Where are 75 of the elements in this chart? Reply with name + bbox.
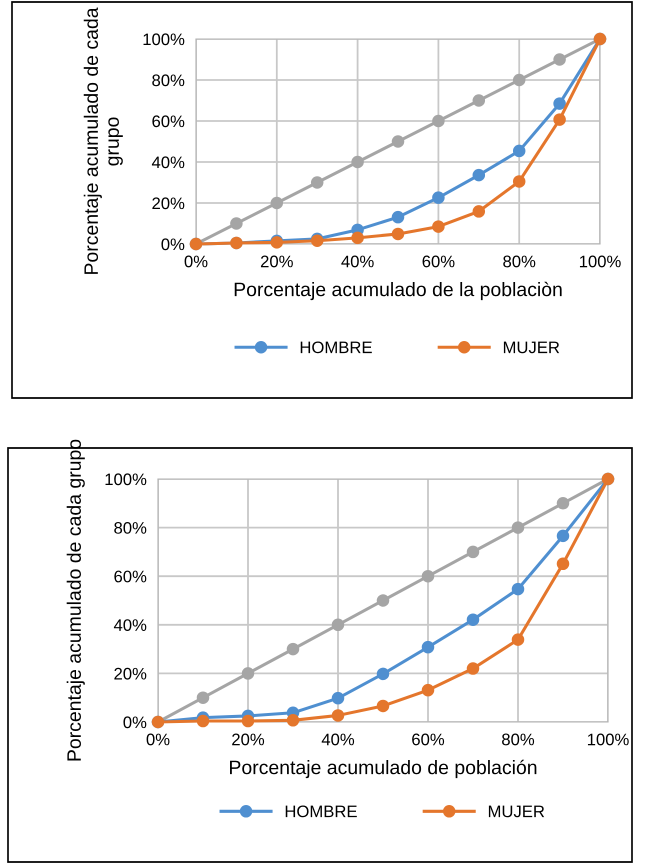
x-axis-title: Porcentaje acumulado de la poblaciòn bbox=[234, 282, 562, 300]
point bbox=[553, 113, 566, 126]
point bbox=[242, 714, 254, 728]
point bbox=[376, 594, 390, 607]
point bbox=[392, 210, 404, 224]
y-tick-label: 60% bbox=[152, 115, 184, 128]
point bbox=[332, 618, 344, 632]
y-tick-label: 100% bbox=[144, 33, 184, 46]
point bbox=[310, 176, 324, 189]
point bbox=[556, 530, 570, 542]
x-tick-label: 20% bbox=[232, 734, 264, 746]
point bbox=[556, 497, 570, 510]
point bbox=[512, 582, 524, 596]
x-tick-label: 100% bbox=[580, 256, 621, 268]
y-tick-label: 20% bbox=[114, 668, 146, 680]
y-tick-label: 20% bbox=[152, 197, 184, 210]
x-tick-label: 40% bbox=[322, 734, 354, 746]
point bbox=[351, 156, 364, 168]
x-tick-label: 40% bbox=[341, 256, 374, 268]
y-tick-label: 80% bbox=[152, 74, 184, 86]
point bbox=[432, 220, 445, 233]
y-tick-label: 40% bbox=[114, 619, 146, 632]
point bbox=[556, 558, 570, 570]
x-tick-label: 0% bbox=[184, 256, 208, 268]
point bbox=[466, 662, 480, 675]
x-axis-title: Porcentaje acumulado de población bbox=[230, 760, 536, 778]
point bbox=[512, 175, 526, 188]
point bbox=[376, 668, 390, 680]
legend-label: MUJER bbox=[488, 806, 544, 818]
point bbox=[422, 640, 434, 654]
y-axis-title: Porcentaje acumulado de cada grupo bbox=[84, 7, 123, 274]
point bbox=[332, 709, 344, 722]
point bbox=[376, 700, 390, 712]
point bbox=[472, 94, 486, 107]
legend-label: HOMBRE bbox=[286, 805, 357, 818]
y-tick-label: 100% bbox=[106, 473, 146, 486]
point bbox=[432, 191, 445, 204]
point bbox=[512, 74, 526, 86]
x-tick-label: 60% bbox=[412, 734, 444, 746]
x-tick-label: 80% bbox=[503, 256, 536, 268]
legend-label: HOMBRE bbox=[300, 341, 372, 354]
point bbox=[270, 196, 284, 210]
x-tick-label: 100% bbox=[588, 734, 629, 746]
point bbox=[512, 521, 524, 534]
point bbox=[196, 714, 210, 728]
point bbox=[472, 168, 486, 182]
x-tick-label: 20% bbox=[260, 256, 293, 268]
y-tick-label: 0% bbox=[161, 238, 184, 250]
point bbox=[512, 144, 526, 158]
y-tick-label: 80% bbox=[114, 522, 146, 534]
point bbox=[422, 684, 434, 696]
y-tick-label: 60% bbox=[114, 570, 146, 582]
point bbox=[351, 232, 364, 244]
point bbox=[332, 692, 344, 704]
y-tick-label: 40% bbox=[152, 156, 184, 168]
point bbox=[392, 135, 404, 148]
point bbox=[553, 53, 566, 66]
point bbox=[472, 205, 486, 218]
point bbox=[230, 217, 243, 230]
point bbox=[392, 228, 404, 240]
point bbox=[196, 691, 210, 704]
point bbox=[553, 97, 566, 110]
y-tick-label: 0% bbox=[123, 716, 146, 728]
point bbox=[286, 642, 300, 656]
x-tick-label: 60% bbox=[422, 256, 454, 268]
point bbox=[242, 667, 254, 680]
point bbox=[512, 633, 524, 646]
point bbox=[432, 114, 445, 128]
y-axis-title: Porcentaje acumulado de cada grupo bbox=[66, 440, 85, 760]
point bbox=[286, 714, 300, 727]
x-tick-label: 80% bbox=[502, 734, 534, 746]
legend-label: MUJER bbox=[504, 342, 560, 354]
point bbox=[466, 546, 480, 558]
point bbox=[466, 613, 480, 626]
point bbox=[422, 570, 434, 582]
